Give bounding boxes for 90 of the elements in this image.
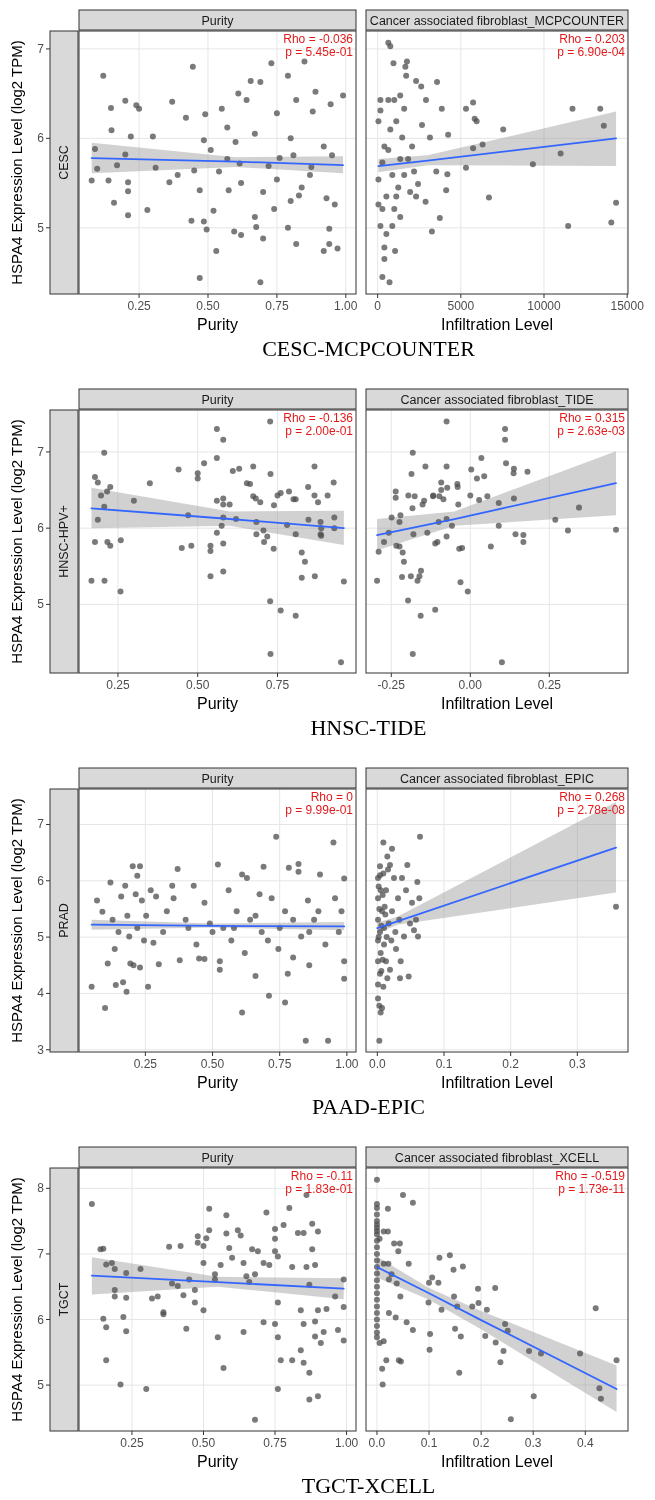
x-axis-title: Purity — [197, 1074, 238, 1091]
x-tick-label: 0 — [374, 299, 382, 313]
x-axis-title: Infiltration Level — [440, 1074, 554, 1091]
x-tick-label: 0.25 — [106, 678, 130, 692]
x-tick-label: 1.00 — [335, 1057, 359, 1071]
annotation: Rho = 0 — [310, 790, 354, 804]
text: PRAD — [57, 903, 71, 938]
chart-title: Purity — [201, 771, 235, 786]
x-tick-label: 0.25 — [133, 1057, 158, 1071]
text: TGCT-XCELL — [301, 1473, 436, 1498]
annotation: p = 9.99e-01 — [285, 803, 354, 817]
chart-title: Cancer associated fibroblast_TIDE — [400, 392, 594, 407]
annotation: Rho = 0.315 — [559, 411, 626, 425]
y-tick-label: 8 — [37, 1181, 45, 1196]
text: HNSC-HPV+ — [57, 505, 71, 578]
annotation: p = 1.73e-11 — [558, 1182, 626, 1196]
y-tick-label: 6 — [37, 873, 45, 888]
x-tick-label: 0.50 — [186, 678, 210, 692]
chart-title: Cancer associated fibroblast_EPIC — [400, 771, 594, 786]
chart-title: Purity — [201, 1150, 235, 1165]
y-tick-label: 5 — [37, 1378, 45, 1393]
annotation: p = 1.83e-01 — [285, 1182, 354, 1196]
x-tick-label: 0.75 — [263, 1436, 288, 1450]
y-axis-title: HSPA4 Expression Level (log2 TPM) — [8, 798, 25, 1043]
annotation: p = 2.63e-03 — [557, 424, 626, 438]
y-tick-label: 7 — [37, 1246, 45, 1261]
annotation: p = 2.78e-08 — [557, 803, 626, 817]
x-tick-label: 0.3 — [524, 1436, 542, 1450]
x-tick-label: 0.75 — [268, 1057, 292, 1071]
x-tick-label: 0.00 — [458, 678, 483, 692]
x-tick-label: -0.25 — [377, 678, 406, 692]
x-tick-label: 0.1 — [435, 1057, 453, 1071]
x-axis-title: Infiltration Level — [440, 1453, 554, 1470]
y-axis-title: HSPA4 Expression Level (log2 TPM) — [8, 419, 25, 664]
chart-title: Purity — [201, 392, 235, 407]
y-tick-label: 7 — [37, 41, 45, 56]
x-tick-label: 0.75 — [265, 678, 290, 692]
x-tick-label: 15000 — [610, 299, 645, 313]
text: CESC-MCPCOUNTER — [262, 336, 476, 361]
annotation: Rho = -0.036 — [283, 32, 354, 46]
annotation: Rho = -0.136 — [283, 411, 354, 425]
chart-title: Purity — [201, 13, 235, 28]
x-tick-label: 10000 — [527, 299, 561, 313]
annotation: Rho = 0.203 — [559, 32, 626, 46]
text: TGCT — [57, 1282, 71, 1317]
y-tick-label: 4 — [37, 986, 45, 1001]
x-tick-label: 0.2 — [472, 1436, 490, 1450]
y-tick-label: 6 — [37, 1312, 45, 1327]
y-tick-label: 5 — [37, 220, 45, 235]
chart-title: Cancer associated fibroblast_MCPCOUNTER — [369, 13, 625, 28]
y-tick-label: 3 — [37, 1042, 45, 1057]
x-tick-label: 0.25 — [127, 299, 152, 313]
x-tick-label: 0.0 — [368, 1057, 386, 1071]
y-tick-label: 6 — [37, 521, 45, 536]
x-axis-title: Infiltration Level — [440, 316, 554, 333]
y-tick-label: 7 — [37, 817, 45, 832]
x-tick-label: 0.50 — [200, 1057, 225, 1071]
annotation: Rho = -0.11 — [290, 1169, 354, 1183]
annotation: p = 2.00e-01 — [285, 424, 354, 438]
x-axis-title: Purity — [197, 695, 238, 712]
x-tick-label: 0.1 — [420, 1436, 438, 1450]
y-axis-title: HSPA4 Expression Level (log2 TPM) — [8, 1177, 25, 1422]
annotation: Rho = -0.519 — [555, 1169, 626, 1183]
x-axis-title: Infiltration Level — [440, 695, 554, 712]
chart-title: Cancer associated fibroblast_XCELL — [394, 1150, 600, 1165]
x-axis-title: Purity — [197, 316, 238, 333]
x-tick-label: 0.4 — [576, 1436, 594, 1450]
y-axis-title: HSPA4 Expression Level (log2 TPM) — [8, 40, 25, 285]
y-tick-label: 6 — [37, 131, 45, 146]
x-tick-label: 0.25 — [120, 1436, 144, 1450]
x-tick-label: 5000 — [447, 299, 475, 313]
x-tick-label: 1.00 — [334, 299, 358, 313]
text: CESC — [57, 145, 71, 180]
x-tick-label: 0.50 — [191, 1436, 216, 1450]
x-tick-label: 0.2 — [502, 1057, 520, 1071]
text: PAAD-EPIC — [312, 1094, 425, 1119]
y-tick-label: 5 — [37, 597, 45, 612]
x-tick-label: 0.75 — [265, 299, 289, 313]
annotation: Rho = 0.268 — [559, 790, 626, 804]
x-tick-label: 1.00 — [334, 1436, 359, 1450]
x-tick-label: 0.50 — [196, 299, 220, 313]
text: HNSC-TIDE — [310, 715, 427, 740]
y-tick-label: 7 — [37, 444, 45, 459]
x-tick-label: 0.0 — [368, 1436, 386, 1450]
annotation: p = 5.45e-01 — [285, 45, 354, 59]
y-tick-label: 5 — [37, 930, 45, 945]
x-axis-title: Purity — [197, 1453, 238, 1470]
annotation: p = 6.90e-04 — [557, 45, 626, 59]
x-tick-label: 0.25 — [537, 678, 562, 692]
x-tick-label: 0.3 — [568, 1057, 586, 1071]
